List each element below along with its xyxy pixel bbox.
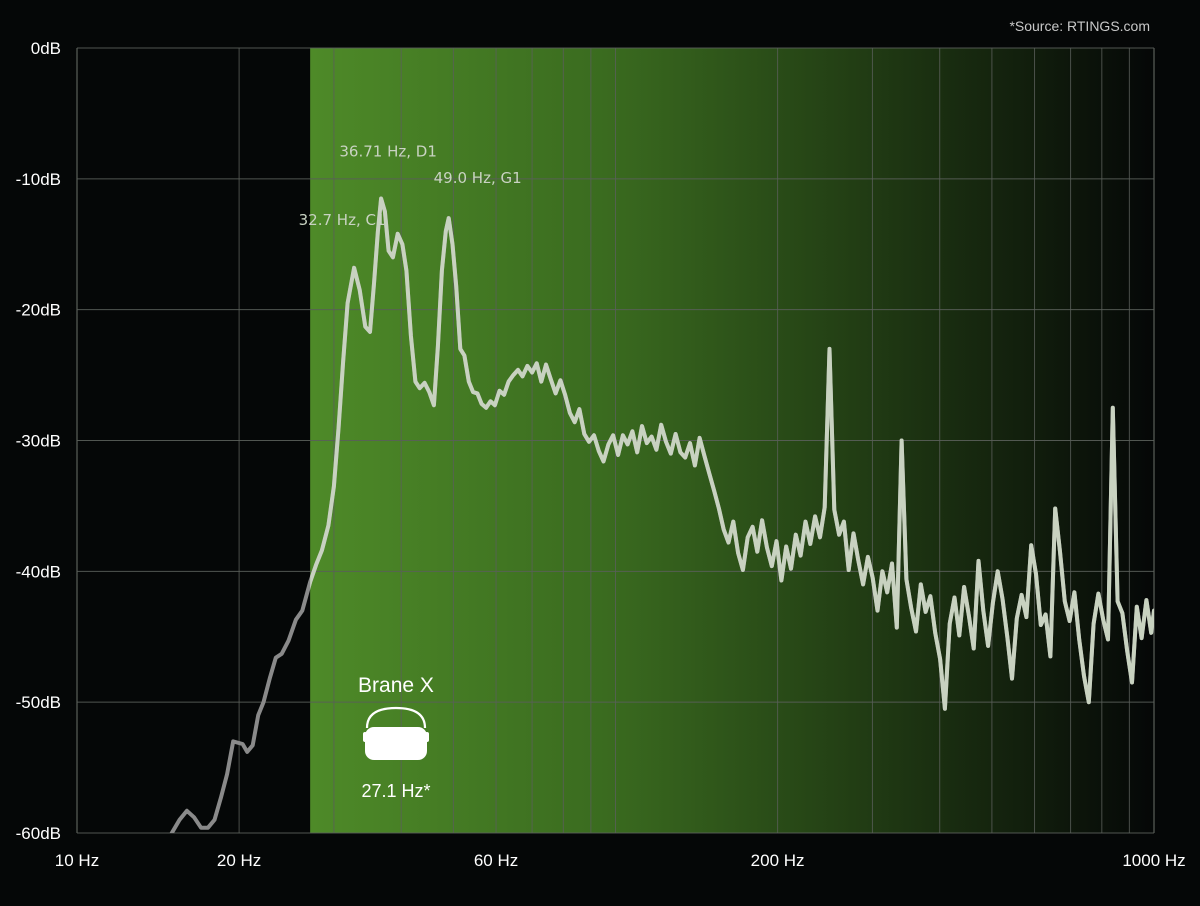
source-note: *Source: RTINGS.com (1009, 18, 1150, 34)
peak-label: 49.0 Hz, G1 (434, 169, 522, 187)
x-tick-label: 200 Hz (751, 851, 805, 870)
y-tick-label: -10dB (16, 170, 61, 189)
y-tick-label: -50dB (16, 693, 61, 712)
y-tick-label: -30dB (16, 432, 61, 451)
x-tick-label: 20 Hz (217, 851, 261, 870)
x-tick-label: 10 Hz (55, 851, 99, 870)
x-tick-label: 1000 Hz (1122, 851, 1185, 870)
x-axis-ticks: 10 Hz 20 Hz 60 Hz 200 Hz 1000 Hz (55, 851, 1186, 870)
product-name: Brane X (358, 674, 434, 697)
x-tick-label: 60 Hz (474, 851, 518, 870)
response-line (310, 196, 1154, 711)
y-tick-label: -40dB (16, 562, 61, 581)
y-tick-label: 0dB (31, 39, 61, 58)
product-marker: Brane X 27.1 Hz* (358, 674, 434, 801)
speaker-icon (363, 706, 429, 760)
peak-annotations: 32.7 Hz, C1 36.71 Hz, D1 49.0 Hz, G1 (299, 142, 522, 228)
response-curves (169, 196, 1154, 833)
peak-label: 36.71 Hz, D1 (339, 142, 437, 160)
product-frequency-value: 27.1 Hz* (361, 781, 430, 801)
y-tick-label: -20dB (16, 301, 61, 320)
peak-label: 32.7 Hz, C1 (299, 211, 386, 229)
y-tick-label: -60dB (16, 824, 61, 843)
y-axis-ticks: 0dB -10dB -20dB -30dB -40dB -50dB -60dB (16, 39, 61, 843)
